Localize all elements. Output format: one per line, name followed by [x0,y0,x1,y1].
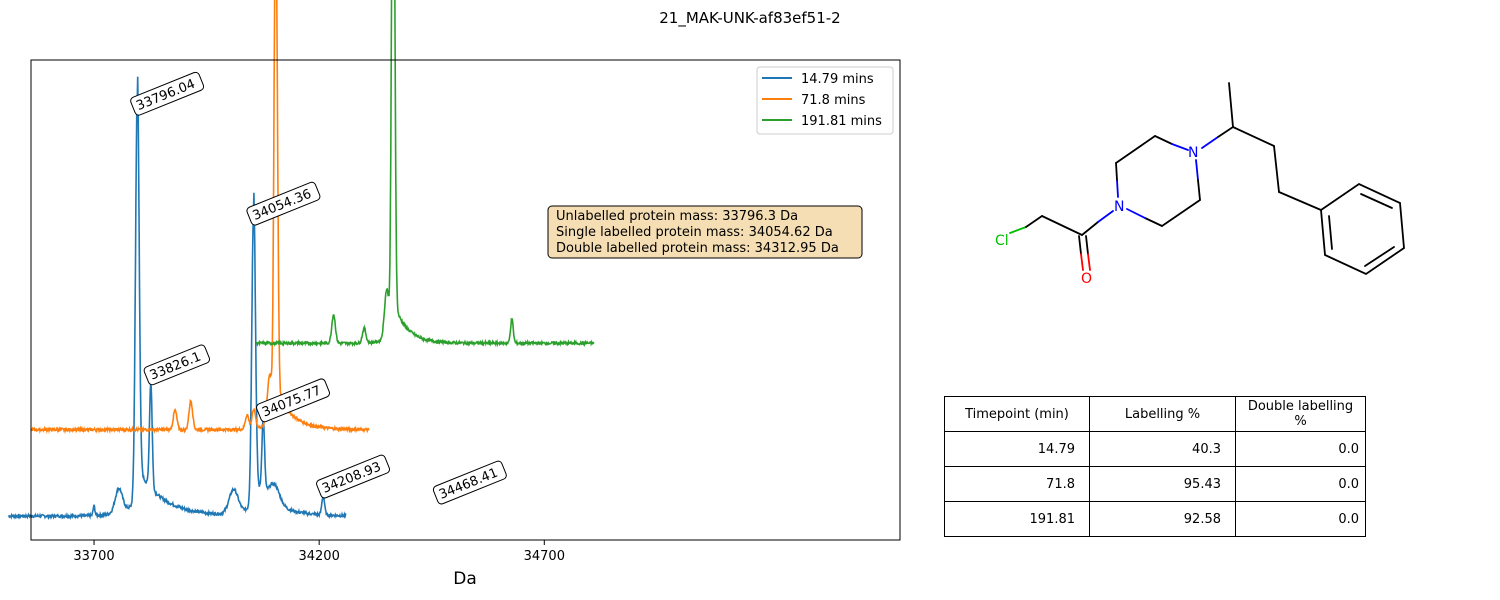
legend-label-0: 14.79 mins [801,72,874,87]
peak-annotation: 34468.41 [432,460,507,505]
peak-annotation: 34208.93 [316,454,391,499]
table-row: 14.79 40.3 0.0 [944,431,1366,467]
bond-ch2 [1025,215,1043,228]
bond-methyl [1228,82,1234,128]
bond-ring-3 [1154,135,1173,145]
plot-frame [30,59,901,541]
legend-label-2: 191.81 mins [801,114,882,129]
legend-label-1: 71.8 mins [801,93,866,108]
atom-n1: N [1114,199,1124,215]
bond-c-n1 [1081,221,1099,236]
atom-cl: Cl [995,233,1009,249]
table-row: 71.8 95.43 0.0 [944,466,1366,502]
atom-o: O [1081,271,1092,287]
bond-ring-5 [1161,199,1201,227]
table-cell: 0.0 [1235,466,1366,502]
table-cell: 14.79 [944,431,1090,467]
molecule-structure: Cl O N N [995,82,1405,287]
bond-chain-1 [1232,126,1275,147]
table-cell: 191.81 [944,501,1090,537]
bond-c-carbonyl [1041,215,1083,236]
x-tick-label: 34700 [524,549,565,564]
bond-c-n1-blue [1097,210,1114,223]
bond-ring-3b [1171,143,1189,151]
bond-n2-c-b [1217,126,1234,138]
table-cell: 0.0 [1235,501,1366,537]
series-layer [8,0,595,521]
bond-ring-4 [1195,159,1199,181]
bond-ring-6b [1126,208,1146,219]
series-line-2 [255,0,595,348]
bond-co-b-red [1087,253,1091,271]
x-tick-label: 33700 [73,549,114,564]
bond-cl-c [1009,226,1027,234]
bond-ring-1b [1115,162,1118,181]
bond-co-a-red [1080,253,1084,271]
bond-co-b [1085,235,1089,255]
bond-chain-3 [1278,191,1322,211]
labelling-table: Timepoint (min) Labelling % Double label… [944,396,1366,537]
mass-spectrum-chart: 33700 34200 34700 Da 33796.04 33826.1 34054.… [8,0,901,589]
peak-annotation-label: 33826.1 [148,349,203,383]
bond-ring-2 [1115,135,1156,164]
legend: 14.79 mins 71.8 mins 191.81 mins [756,66,894,135]
info-double: Double labelled protein mass: 34312.95 D… [556,241,839,256]
benzene-double-1 [1360,193,1393,209]
table-cell: 40.3 [1089,431,1236,467]
series-line-1 [30,0,370,435]
peak-annotation: 33826.1 [143,344,211,386]
benzene-double-3 [1328,215,1333,250]
table-cell: 71.8 [944,466,1090,502]
atom-n2: N [1188,145,1198,161]
table-header-row: Timepoint (min) Labelling % Double label… [944,396,1366,432]
peak-annotation: 33796.04 [130,71,205,116]
peak-annotation: 34054.36 [246,181,321,226]
series-line-0 [8,76,347,521]
info-single: Single labelled protein mass: 34054.62 D… [556,225,833,240]
table-cell: 92.58 [1089,501,1236,537]
table-header: Timepoint (min) [944,396,1090,432]
bond-chain-2 [1273,145,1280,193]
mass-info-box: Unlabelled protein mass: 33796.3 Da Sing… [547,205,863,259]
info-unlabelled: Unlabelled protein mass: 33796.3 Da [556,209,798,224]
x-tick-label: 34200 [298,549,339,564]
x-axis-label: Da [453,569,477,589]
benzene-ring [1320,182,1405,276]
table-row: 191.81 92.58 0.0 [944,501,1366,537]
figure-title: 21_MAK-UNK-af83ef51-2 [659,9,841,27]
table-header: Double labelling % [1235,396,1366,432]
x-axis: 33700 34200 34700 [73,540,565,564]
bond-ring-1 [1116,179,1119,198]
table-cell: 0.0 [1235,431,1366,467]
bond-n2-c [1201,136,1219,149]
bond-ring-4b [1197,179,1201,201]
benzene-double-2 [1364,246,1395,267]
bond-co-a [1078,235,1082,255]
table-header: Labelling % [1089,396,1236,432]
bond-ring-6 [1144,217,1163,227]
table-cell: 95.43 [1089,466,1236,502]
